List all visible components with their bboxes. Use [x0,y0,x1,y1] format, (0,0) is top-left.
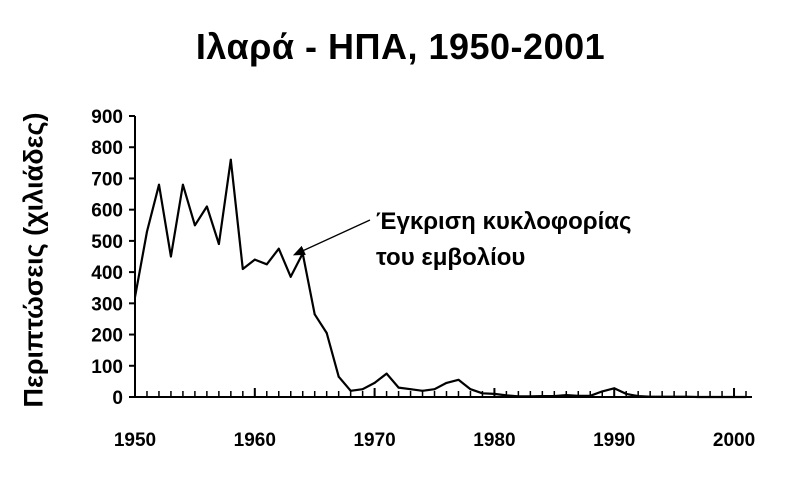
annotation-text: του εμβολίου [376,244,525,271]
data-point [205,205,208,208]
data-point [217,243,220,246]
data-point [637,395,640,398]
data-point [649,395,652,398]
data-point [673,395,676,398]
data-point [253,258,256,261]
data-point [229,158,232,161]
data-point [565,394,568,397]
y-tick-label: 800 [91,138,123,159]
data-point [733,396,736,398]
y-tick-label: 300 [91,294,123,315]
data-point [157,183,160,186]
data-point [445,381,448,384]
y-tick-label: 600 [91,201,123,222]
data-point [541,395,544,398]
data-point [181,183,184,186]
y-tick-label: 500 [91,232,123,253]
data-point [709,396,712,398]
data-point [505,394,508,397]
x-tick-label: 1970 [353,430,395,451]
data-point [577,394,580,397]
data-point [265,263,268,266]
data-point [553,395,556,398]
data-point [601,390,604,393]
data-point [373,381,376,384]
data-point [745,396,748,398]
data-point [433,388,436,391]
data-point [301,252,304,255]
data-point [169,255,172,258]
data-point [193,224,196,227]
data-point [337,375,340,378]
data-point [589,394,592,397]
data-point [457,378,460,381]
x-tick-label: 2000 [713,430,755,451]
data-point [421,389,424,392]
data-point [697,396,700,398]
x-tick-label: 1950 [114,430,156,451]
x-tick-label: 1990 [593,430,635,451]
data-point [493,392,496,395]
data-point [145,230,148,233]
data-point [277,247,280,250]
data-point [409,388,412,391]
data-point [325,331,328,334]
y-tick-label: 900 [91,107,123,128]
data-point [529,395,532,398]
series-line [133,158,746,399]
y-tick-label: 200 [91,326,123,347]
data-point [134,296,136,299]
data-point [397,386,400,389]
y-tick-label: 700 [91,169,123,190]
data-point [469,388,472,391]
data-point [481,392,484,395]
annotation-text: Έγκριση κυκλοφορίας [376,208,632,235]
y-tick-label: 400 [91,263,123,284]
data-point [661,395,664,398]
data-point [241,267,244,270]
data-point [721,396,724,398]
series [133,158,748,399]
ticks: 0 100 200 300 400 500 600 700 800 900 1950 1960 1970… [91,107,755,451]
data-point [385,372,388,375]
data-point [685,395,688,398]
annotation: Έγκριση κυκλοφορίας του εμβολίου [292,208,632,271]
data-point [613,387,616,390]
chart-title: Ιλαρά - ΗΠΑ, 1950-2001 [195,26,606,67]
x-tick-label: 1960 [234,430,276,451]
data-point [313,313,316,316]
data-point [361,388,364,391]
y-tick-label: 100 [91,357,123,378]
annotation-arrow [292,219,371,256]
y-tick-label: 0 [112,388,123,409]
x-tick-label: 1980 [473,430,515,451]
data-point [625,392,628,395]
data-point [289,275,292,278]
data-point [349,389,352,392]
data-point [517,395,520,398]
